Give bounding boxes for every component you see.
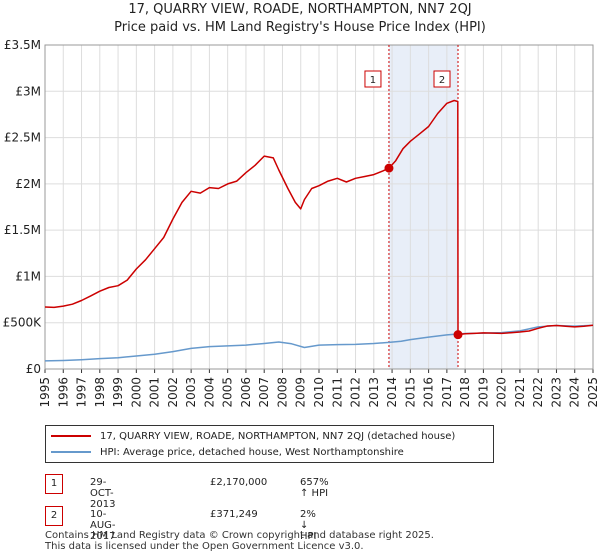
x-tick-label: 2012 <box>349 377 363 408</box>
x-tick-label: 2011 <box>330 377 344 408</box>
x-tick-label: 2024 <box>568 377 582 408</box>
legend-item-property: 17, QUARRY VIEW, ROADE, NORTHAMPTON, NN7… <box>46 428 455 444</box>
y-tick-label: £2.5M <box>4 131 41 145</box>
y-tick-label: £500K <box>3 316 43 330</box>
x-tick-label: 2018 <box>458 377 472 408</box>
event-date-2: 10-AUG-2017 <box>90 509 116 542</box>
x-tick-label: 2015 <box>403 377 417 408</box>
x-tick-label: 2008 <box>275 377 289 408</box>
legend: 17, QUARRY VIEW, ROADE, NORTHAMPTON, NN7… <box>45 425 494 463</box>
x-tick-label: 2021 <box>513 377 527 408</box>
y-tick-label: £1.5M <box>4 223 41 237</box>
event-hpi-1: 657% ↑ HPI <box>300 477 329 499</box>
x-tick-label: 2013 <box>367 377 381 408</box>
x-tick-label: 2023 <box>549 377 563 408</box>
footer-license: This data is licensed under the Open Gov… <box>45 541 364 552</box>
x-tick-label: 2010 <box>312 377 326 408</box>
event-label-box-2 <box>433 70 451 88</box>
x-tick-label: 1996 <box>56 377 70 408</box>
footer: Contains HM Land Registry data © Crown c… <box>45 530 434 552</box>
event-label-box-1 <box>364 70 382 88</box>
x-tick-label: 1995 <box>38 377 52 408</box>
x-tick-label: 2006 <box>239 377 253 408</box>
x-tick-label: 2020 <box>495 377 509 408</box>
event-price-1: £2,170,000 <box>210 477 268 488</box>
y-tick-label: £3M <box>15 84 41 98</box>
x-tick-label: 2022 <box>531 377 545 408</box>
x-tick-label: 2005 <box>221 377 235 408</box>
price-chart: £0 £500K £1M £1.5M £2M £2.5M £3M £3.5M 1995 1996 1… <box>3 38 600 408</box>
plot-border <box>44 44 594 370</box>
event-label-2: 2 <box>439 75 445 86</box>
x-tick-label: 2016 <box>422 377 436 408</box>
event-marker-2 <box>453 330 463 340</box>
x-tick-label: 2004 <box>202 377 216 408</box>
y-tick-label: £2M <box>15 177 41 191</box>
x-tick-label: 2017 <box>440 377 454 408</box>
legend-swatch-property <box>51 435 91 437</box>
event-badge-2: 2 <box>45 506 63 526</box>
x-tick-label: 2019 <box>476 377 490 408</box>
x-tick-label: 2007 <box>257 377 271 408</box>
y-tick-label: £0 <box>26 362 41 376</box>
footer-copyright: Contains HM Land Registry data © Crown c… <box>45 530 434 541</box>
x-tick-label: 1999 <box>111 377 125 408</box>
x-tick-label: 2014 <box>385 377 399 408</box>
y-tick-label: £3.5M <box>4 38 41 52</box>
event-label-1: 1 <box>370 75 376 86</box>
event-date-1: 29-OCT-2013 <box>90 477 116 510</box>
y-tick-label: £1M <box>15 269 41 283</box>
x-tick-label: 2002 <box>166 377 180 408</box>
x-tick-label: 2025 <box>586 377 600 408</box>
event-marker-1 <box>384 163 394 173</box>
legend-item-hpi: HPI: Average price, detached house, West… <box>46 444 404 460</box>
chart-subtitle: Price paid vs. HM Land Registry's House … <box>114 20 486 35</box>
legend-label-property: 17, QUARRY VIEW, ROADE, NORTHAMPTON, NN7… <box>100 430 456 442</box>
shaded-period <box>388 45 459 369</box>
event-badge-1: 1 <box>45 474 63 494</box>
chart-title: 17, QUARRY VIEW, ROADE, NORTHAMPTON, NN7… <box>128 2 472 17</box>
event-price-2: £371,249 <box>210 509 258 520</box>
x-tick-label: 2001 <box>148 377 162 408</box>
series-line-property <box>44 99 594 336</box>
legend-label-hpi: HPI: Average price, detached house, West… <box>100 446 404 458</box>
x-tick-label: 2000 <box>129 377 143 408</box>
x-tick-label: 2003 <box>184 377 198 408</box>
x-tick-label: 1998 <box>93 377 107 408</box>
x-tick-label: 2009 <box>294 377 308 408</box>
event-hpi-2: 2% ↓ HPI <box>300 509 317 542</box>
x-tick-label: 1997 <box>75 377 89 408</box>
legend-swatch-hpi <box>51 451 91 453</box>
